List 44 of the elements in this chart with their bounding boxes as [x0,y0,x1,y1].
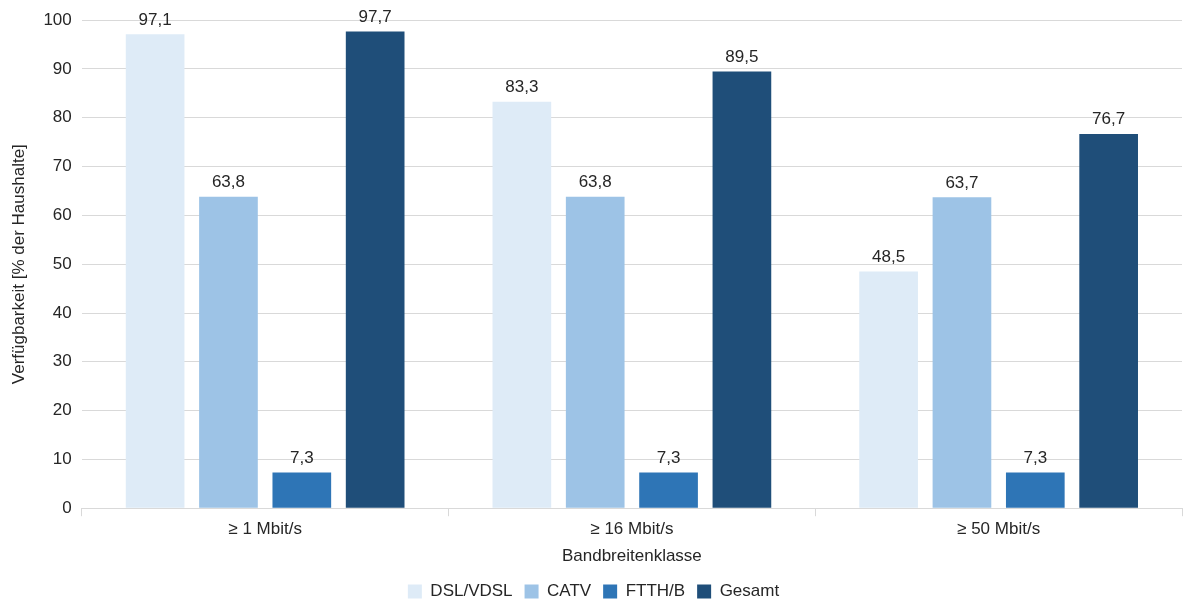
legend-label: Gesamt [719,581,780,601]
bar [1005,472,1065,508]
bar [272,472,332,508]
y-tick-label: 80 [52,107,72,127]
data-label: 83,3 [505,76,539,96]
x-tick-label: ≥ 16 Mbit/s [590,519,674,539]
data-label: 7,3 [289,447,314,467]
x-tick-label: ≥ 50 Mbit/s [957,519,1041,539]
bar [639,472,698,508]
data-label: 76,7 [1092,109,1126,129]
legend-label: CATV [547,581,592,601]
bar [565,196,625,508]
data-label: 97,7 [358,6,392,26]
legend-label: DSL/VDSL [430,581,513,601]
y-axis-title: Verfügbarkeit [% der Haushalte] [8,144,28,385]
data-label: 48,5 [872,246,906,266]
data-label: 63,8 [211,172,246,192]
y-tick-label: 40 [52,302,72,322]
data-label: 97,1 [138,9,172,29]
y-tick-label: 100 [43,9,72,29]
legend-label: FTTH/B [625,581,686,601]
data-label: 89,5 [725,46,759,66]
bar [1079,133,1138,508]
data-label: 63,7 [945,172,979,192]
data-label: 7,3 [656,447,681,467]
y-tick-label: 30 [52,351,72,371]
bar [932,197,992,508]
data-label: 7,3 [1023,447,1048,467]
bar [492,101,552,508]
y-tick-label: 70 [52,156,72,176]
y-tick-label: 60 [52,205,72,225]
y-tick-label: 50 [52,253,72,273]
bar [712,71,772,508]
y-tick-label: 10 [52,449,72,469]
y-tick-label: 20 [52,400,72,420]
bar [859,271,918,508]
bar [345,31,405,508]
bar [125,34,185,508]
bar [199,196,258,508]
x-axis-title: Bandbreitenklasse [561,546,702,566]
y-tick-label: 0 [62,497,72,517]
y-tick-label: 90 [52,58,72,78]
x-tick-label: ≥ 1 Mbit/s [228,519,302,539]
data-label: 63,8 [578,172,612,192]
